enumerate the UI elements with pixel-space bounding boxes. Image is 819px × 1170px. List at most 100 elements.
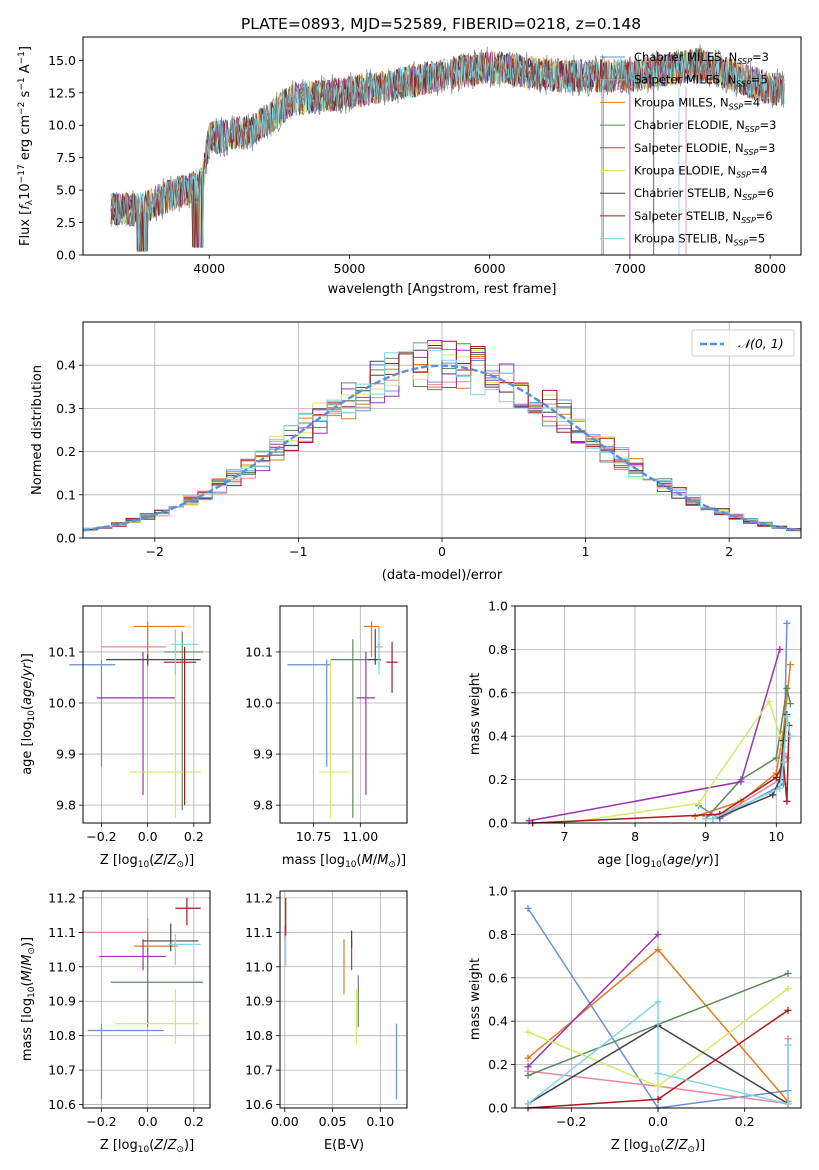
mass-weight-marker — [776, 784, 784, 792]
massweight-vs-age-panel: 7 8 9 10 0.0 0.2 0.4 0.6 0.8 1.0 age [log10(age/y… — [468, 599, 802, 870]
mass-weight-marker — [524, 1028, 532, 1036]
massweight-vs-z-ylabel: mass weight — [468, 958, 483, 1040]
y-tick-label: 0.0 — [488, 1101, 508, 1116]
legend-label: Chabrier STELIB, NSSP=6 — [634, 186, 774, 202]
x-tick-label: −0.2 — [86, 1114, 116, 1129]
age-vs-z-plot-area — [69, 621, 204, 818]
massweight-vs-z-plot-area — [524, 904, 792, 1112]
spectrum-title: PLATE=0893, MJD=52589, FIBERID=0218, z=0… — [241, 15, 641, 33]
massweight-vs-age-axes-frame — [514, 605, 802, 824]
mass-weight-marker — [779, 758, 787, 766]
x-tick-label: 6000 — [474, 261, 506, 276]
mass-weight-marker — [786, 661, 794, 669]
age-vs-mass-xlabel: mass [log10(M/M⊙)] — [282, 853, 406, 870]
mass-weight-marker — [654, 1095, 662, 1103]
legend-label: Kroupa MILES, NSSP=4 — [634, 95, 760, 111]
x-tick-label: −2 — [146, 544, 164, 559]
x-tick-label: 7 — [560, 829, 568, 844]
mass-weight-line — [528, 649, 781, 822]
y-tick-label: 1.0 — [488, 599, 508, 614]
y-tick-label: 0.6 — [488, 685, 508, 700]
mass-weight-marker — [709, 815, 717, 823]
y-tick-label: 0.1 — [56, 487, 76, 502]
x-tick-label: 0.2 — [184, 1114, 204, 1129]
mass-weight-marker — [784, 1041, 792, 1049]
y-tick-label: 0.0 — [56, 531, 76, 546]
mass-weight-marker — [654, 930, 662, 938]
mass-weight-marker — [524, 1054, 532, 1062]
legend-label: Salpeter ELODIE, NSSP=3 — [634, 141, 775, 157]
y-tick-label: 9.9 — [253, 747, 273, 762]
mass-weight-marker — [524, 1063, 532, 1071]
mass-weight-marker — [769, 791, 777, 799]
y-tick-label: 10.1 — [245, 644, 273, 659]
y-tick-label: 0.4 — [56, 358, 76, 373]
y-tick-label: 0.4 — [488, 1014, 508, 1029]
y-tick-label: 5.0 — [56, 183, 76, 198]
residual-legend-box — [691, 329, 795, 357]
y-tick-label: 0.6 — [488, 970, 508, 985]
mass-vs-z-xlabel: Z [log10(Z/Z⊙)] — [100, 1138, 194, 1155]
mass-weight-line — [527, 933, 659, 1068]
x-tick-label: 1 — [582, 544, 590, 559]
y-tick-label: 0.2 — [488, 772, 508, 787]
age-vs-z-ylabel: age [log10(age/yr)] — [20, 653, 37, 775]
mass-weight-marker — [783, 684, 791, 692]
mass-vs-z-ylabel: mass [log10(M/M⊙)] — [20, 937, 37, 1061]
legend-label: Chabrier ELODIE, NSSP=3 — [634, 118, 776, 134]
mass-weight-marker — [524, 1100, 532, 1108]
age-vs-mass-plot-area — [287, 621, 398, 818]
y-tick-label: 10.7 — [48, 1063, 76, 1078]
x-tick-label: 2 — [725, 544, 733, 559]
age-vs-mass-panel: 10.75 11.00 9.8 9.9 10.0 10.1 mass [log10(M/M… — [245, 605, 408, 870]
y-tick-label: 10.8 — [48, 1028, 76, 1043]
mass-vs-z-axes-frame — [82, 890, 211, 1109]
y-tick-label: 10.9 — [245, 994, 273, 1009]
mass-weight-marker — [776, 776, 784, 784]
spectrum-legend: Chabrier MILES, NSSP=3 Salpeter MILES, NS… — [600, 50, 776, 248]
x-tick-label: 0.00 — [271, 1114, 299, 1129]
x-tick-label: 0 — [438, 544, 446, 559]
legend-label: Salpeter STELIB, NSSP=6 — [634, 209, 773, 225]
y-tick-label: 11.1 — [245, 925, 273, 940]
mass-weight-line — [564, 699, 785, 824]
mass-weight-marker — [784, 985, 792, 993]
gaussian-curve — [83, 364, 801, 532]
legend-label: Kroupa ELODIE, NSSP=4 — [634, 164, 768, 180]
y-tick-label: 11.2 — [48, 890, 76, 905]
x-tick-label: −1 — [289, 544, 307, 559]
y-tick-label: 0.4 — [488, 729, 508, 744]
spectrum-axes-frame — [82, 36, 802, 256]
age-vs-mass-axes-frame — [279, 605, 408, 824]
observed-spectrum-line — [110, 44, 785, 252]
y-tick-label: 11.0 — [245, 959, 273, 974]
x-tick-label: 7000 — [614, 261, 646, 276]
y-tick-label: 2.5 — [56, 215, 76, 230]
mass-weight-marker — [737, 778, 745, 786]
y-tick-label: 10.0 — [245, 696, 273, 711]
y-tick-label: 11.0 — [48, 959, 76, 974]
mass-vs-ebv-axes-frame — [279, 890, 408, 1109]
mass-weight-marker — [783, 713, 791, 721]
age-vs-z-xlabel: Z [log10(Z/Z⊙)] — [100, 853, 194, 870]
y-tick-label: 10.7 — [245, 1063, 273, 1078]
mass-vs-ebv-plot-area — [284, 897, 398, 1100]
mass-weight-marker — [783, 754, 791, 762]
y-tick-label: 0.8 — [488, 927, 508, 942]
y-tick-label: 0.2 — [488, 1057, 508, 1072]
spectrum-panel: PLATE=0893, MJD=52589, FIBERID=0218, z=0… — [17, 15, 802, 297]
mass-weight-marker — [786, 732, 794, 740]
spectrum-ylabel: Flux [fλ10−17 erg cm−2 s−1 A−1] — [17, 46, 35, 246]
mass-weight-marker — [654, 998, 662, 1006]
x-tick-label: 0.05 — [319, 1114, 347, 1129]
y-tick-label: 10.9 — [48, 994, 76, 1009]
residual-xlabel: (data-model)/error — [382, 568, 503, 583]
x-tick-label: −0.2 — [556, 1114, 586, 1129]
age-vs-z-panel: −0.2 0.0 0.2 9.8 9.9 10.0 10.1 Z [log10(Z/Z⊙)]… — [20, 605, 211, 870]
mass-vs-ebv-xlabel: E(B-V) — [324, 1138, 364, 1153]
mass-weight-marker — [776, 645, 784, 653]
y-tick-label: 0.8 — [488, 642, 508, 657]
mass-weight-line — [532, 725, 790, 824]
mass-weight-marker — [702, 815, 710, 823]
